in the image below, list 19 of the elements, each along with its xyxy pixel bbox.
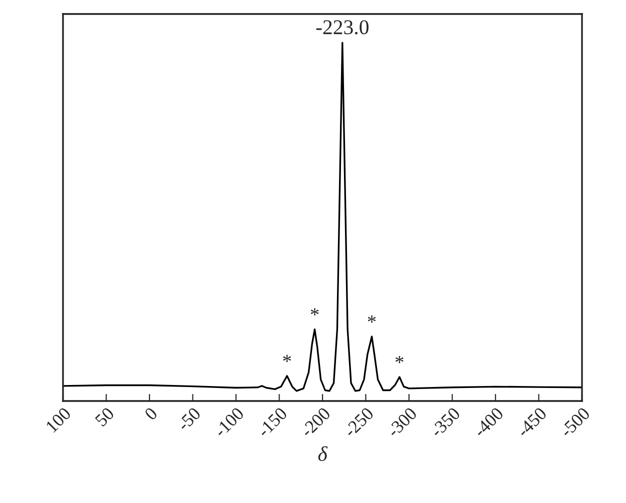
x-tick-label: -200 (300, 406, 331, 438)
x-tick-label: -100 (213, 406, 244, 438)
x-tick-label: 50 (94, 406, 115, 427)
x-tick-label: -250 (343, 406, 374, 438)
x-axis-title: δ (318, 446, 328, 462)
annotation: * (310, 308, 319, 316)
x-tick-label: -300 (386, 406, 418, 438)
x-tick-label: -400 (472, 406, 504, 438)
x-tick-label: -350 (430, 406, 461, 438)
annotation: * (368, 315, 376, 323)
x-tick-label: -450 (516, 406, 548, 438)
annotation: * (283, 354, 291, 362)
x-tick-label: -500 (559, 406, 590, 438)
x-tick-label: 0 (144, 406, 158, 421)
x-tick-label: -150 (256, 406, 288, 438)
x-tick-label: 100 (45, 406, 72, 433)
annotation: * (396, 356, 404, 364)
annotation: -223.0 (316, 20, 369, 34)
x-tick-label: -50 (176, 406, 202, 432)
